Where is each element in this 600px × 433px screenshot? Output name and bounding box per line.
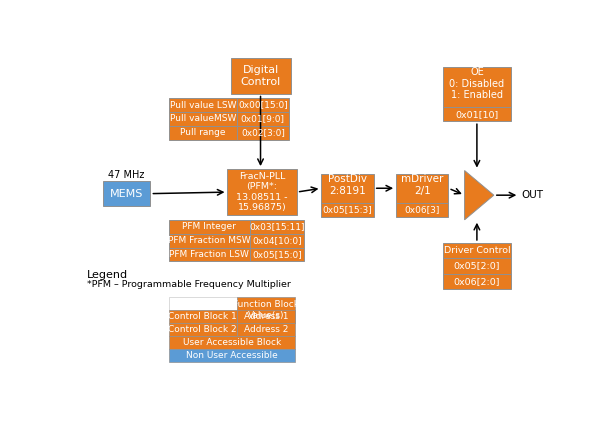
Bar — [250, 220, 304, 234]
Text: OUT: OUT — [521, 190, 544, 200]
Text: 0x05[15:0]: 0x05[15:0] — [252, 250, 302, 259]
Bar — [169, 336, 295, 349]
Polygon shape — [464, 171, 494, 220]
Text: FracN-PLL
(PFM*:
13.08511 -
15.96875): FracN-PLL (PFM*: 13.08511 - 15.96875) — [236, 172, 288, 212]
Bar — [443, 107, 511, 121]
Bar — [250, 234, 304, 248]
Text: 0x00[15:0]: 0x00[15:0] — [238, 100, 288, 110]
Text: PFM Integer: PFM Integer — [182, 222, 236, 231]
Bar — [236, 126, 289, 140]
Text: *PFM – Programmable Frequency Multiplier: *PFM – Programmable Frequency Multiplier — [87, 280, 291, 289]
Text: mDriver
2/1: mDriver 2/1 — [401, 174, 443, 196]
Bar — [236, 98, 289, 112]
Text: 0x01[9:0]: 0x01[9:0] — [241, 114, 285, 123]
Bar — [443, 259, 511, 274]
Bar — [236, 112, 289, 126]
Text: User Accessible Block: User Accessible Block — [183, 338, 281, 347]
Bar — [169, 112, 236, 126]
Bar — [169, 248, 250, 262]
Bar — [236, 297, 295, 323]
Text: Pull range: Pull range — [180, 128, 226, 137]
Text: 0x06[2:0]: 0x06[2:0] — [454, 277, 500, 286]
Text: Control Block 2: Control Block 2 — [169, 325, 237, 334]
Text: PostDiv
2:8191: PostDiv 2:8191 — [328, 174, 367, 196]
Bar — [396, 174, 448, 203]
Bar — [169, 323, 236, 336]
Text: 47 MHz: 47 MHz — [109, 170, 145, 180]
Bar — [322, 174, 374, 203]
Text: 0x03[15:11]: 0x03[15:11] — [250, 222, 305, 231]
Text: Function Block
Value(s): Function Block Value(s) — [233, 300, 299, 320]
Bar — [103, 181, 151, 206]
Text: 0x01[10]: 0x01[10] — [455, 110, 499, 119]
Text: MEMS: MEMS — [110, 189, 143, 199]
Bar — [443, 243, 511, 259]
Bar — [169, 220, 250, 234]
Text: Legend: Legend — [87, 270, 128, 280]
Text: 0x05[15:3]: 0x05[15:3] — [323, 205, 373, 214]
Text: 0x02[3:0]: 0x02[3:0] — [241, 128, 285, 137]
Bar — [443, 274, 511, 289]
Text: 0x06[3]: 0x06[3] — [404, 205, 440, 214]
Text: Pull value LSW: Pull value LSW — [170, 100, 236, 110]
Text: PFM Fraction MSW: PFM Fraction MSW — [168, 236, 251, 245]
Text: Non User Accessible: Non User Accessible — [186, 351, 278, 360]
Text: Control Block 1: Control Block 1 — [169, 312, 237, 321]
Text: Driver Control: Driver Control — [443, 246, 510, 255]
Bar — [227, 169, 297, 215]
Bar — [169, 297, 236, 310]
Bar — [250, 248, 304, 262]
Bar — [169, 98, 236, 112]
Bar — [169, 234, 250, 248]
Bar — [322, 203, 374, 217]
Bar — [169, 310, 236, 323]
Bar — [443, 68, 511, 107]
Bar — [396, 203, 448, 217]
Text: OE
0: Disabled
1: Enabled: OE 0: Disabled 1: Enabled — [449, 67, 505, 100]
Text: Address 1: Address 1 — [244, 312, 288, 321]
Bar — [169, 349, 295, 362]
Bar — [236, 310, 295, 323]
Bar — [230, 58, 290, 94]
Text: 0x05[2:0]: 0x05[2:0] — [454, 262, 500, 271]
Text: Address 2: Address 2 — [244, 325, 288, 334]
Text: Pull valueMSW: Pull valueMSW — [170, 114, 236, 123]
Bar — [169, 126, 236, 140]
Text: Digital
Control: Digital Control — [241, 65, 281, 87]
Text: PFM Fraction LSW: PFM Fraction LSW — [169, 250, 249, 259]
Bar — [236, 323, 295, 336]
Text: 0x04[10:0]: 0x04[10:0] — [252, 236, 302, 245]
